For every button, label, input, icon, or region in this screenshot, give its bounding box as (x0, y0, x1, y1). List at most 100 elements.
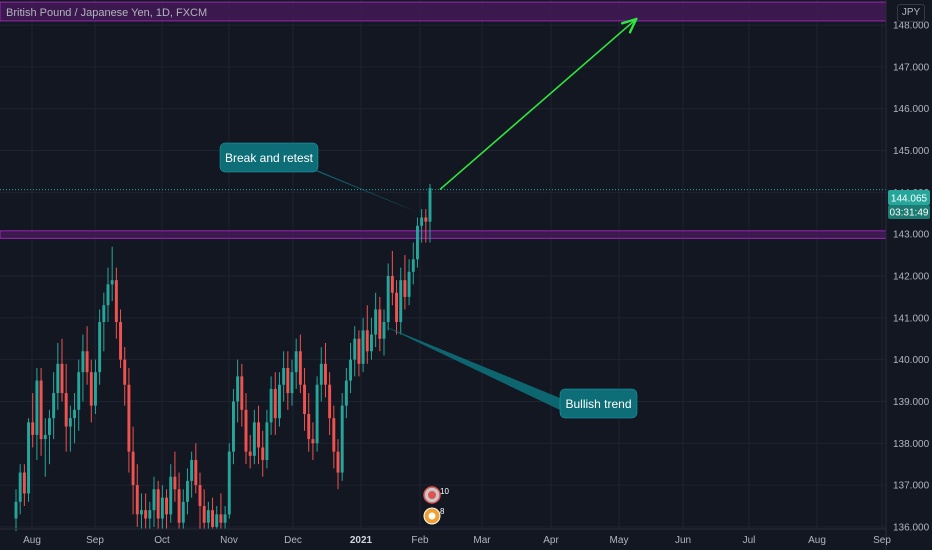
candle (399, 267, 403, 335)
candle (47, 409, 51, 465)
price-zones (0, 1, 887, 239)
time-tick-label: Dec (284, 535, 302, 546)
time-tick-label: Aug (808, 535, 826, 546)
economic-event-count: 8 (440, 507, 445, 516)
candle (353, 326, 357, 377)
candle (298, 334, 302, 394)
candle (89, 359, 93, 423)
candle (307, 393, 311, 452)
time-tick-label: Feb (411, 535, 429, 546)
candle (215, 506, 219, 529)
candle (198, 472, 202, 529)
candle (294, 338, 298, 389)
time-tick-label: Sep (86, 535, 104, 546)
candle (219, 493, 223, 529)
symbol-title[interactable]: British Pound / Japanese Yen, 1D, FXCM (6, 7, 208, 19)
candle (114, 267, 118, 339)
candle (148, 501, 152, 529)
time-tick-label: Oct (154, 535, 170, 546)
price-axis[interactable]: 148.000147.000146.000145.000144.000143.0… (893, 21, 930, 534)
candle (194, 443, 198, 494)
price-axis-bg (886, 0, 932, 550)
candle (202, 489, 206, 529)
candle (407, 259, 411, 306)
candle (303, 368, 307, 431)
candle (181, 489, 185, 529)
candle (369, 317, 373, 360)
candle (323, 342, 327, 398)
candle (273, 372, 277, 435)
bullish-trend-callout[interactable]: Bullish trend (379, 324, 638, 419)
candle (43, 418, 47, 477)
price-tick-label: 140.000 (893, 355, 930, 366)
price-tick-label: 136.000 (893, 522, 930, 533)
candle (227, 443, 231, 519)
candle (282, 351, 286, 402)
candle (22, 464, 26, 506)
candle (252, 409, 256, 465)
candle (177, 472, 181, 529)
price-tick-label: 139.000 (893, 397, 930, 408)
break-retest-pointer (300, 163, 420, 214)
candle (93, 359, 97, 414)
candle (73, 393, 77, 444)
candle (403, 255, 407, 310)
candle (165, 489, 169, 529)
time-tick-label: Apr (543, 535, 559, 546)
candle (374, 292, 378, 348)
time-tick-label: Nov (220, 535, 238, 546)
candles (14, 184, 432, 532)
candle (231, 388, 235, 465)
price-tick-label: 147.000 (893, 62, 930, 73)
candle (18, 464, 22, 515)
news-event-icon[interactable]: 10 (423, 486, 449, 504)
economic-event-icon[interactable]: 8 (423, 507, 445, 525)
time-tick-label: May (610, 535, 629, 546)
currency-button[interactable]: JPY (897, 4, 925, 22)
candle (319, 347, 323, 402)
price-tick-label: 137.000 (893, 481, 930, 492)
candle (240, 363, 244, 427)
candle (77, 359, 81, 431)
candle (14, 489, 18, 532)
time-axis[interactable]: Aug Sep Oct Nov Dec 2021 Feb Mar Apr May Jun Jul Aug… (0, 528, 891, 546)
candle (311, 422, 315, 460)
price-tick-label: 148.000 (893, 21, 930, 32)
price-tick-label: 142.000 (893, 272, 930, 283)
candle (169, 464, 173, 523)
time-tick-label: 2021 (350, 535, 373, 546)
bullish-trend-pointer (379, 324, 560, 410)
support-zone[interactable] (0, 230, 887, 239)
candle (152, 476, 156, 527)
candle (190, 451, 194, 498)
candle (244, 393, 248, 465)
event-markers: 10 8 (423, 486, 449, 525)
break-retest-label: Break and retest (225, 151, 314, 165)
candle (357, 330, 361, 377)
target-arrow[interactable] (439, 20, 635, 191)
time-tick-label: Jul (743, 535, 756, 546)
news-event-count: 10 (440, 487, 449, 496)
candle (315, 376, 319, 452)
candle (31, 393, 35, 448)
candle (428, 184, 432, 243)
candle (35, 368, 39, 460)
candle (257, 405, 261, 465)
candle (349, 342, 353, 394)
candle (135, 464, 139, 527)
candle (261, 430, 265, 477)
candle (85, 326, 89, 385)
price-tick-label: 146.000 (893, 104, 930, 115)
candle (185, 468, 189, 515)
candle (27, 418, 31, 502)
time-tick-label: Aug (23, 535, 41, 546)
price-tick-label: 145.000 (893, 146, 930, 157)
price-tick-label: 143.000 (893, 230, 930, 241)
candle (160, 485, 164, 529)
bar-countdown: 03:31:49 (890, 208, 929, 219)
time-tick-label: Jun (675, 535, 691, 546)
time-tick-label: Sep (873, 535, 891, 546)
break-retest-callout[interactable]: Break and retest (219, 142, 420, 214)
candle (68, 405, 72, 452)
